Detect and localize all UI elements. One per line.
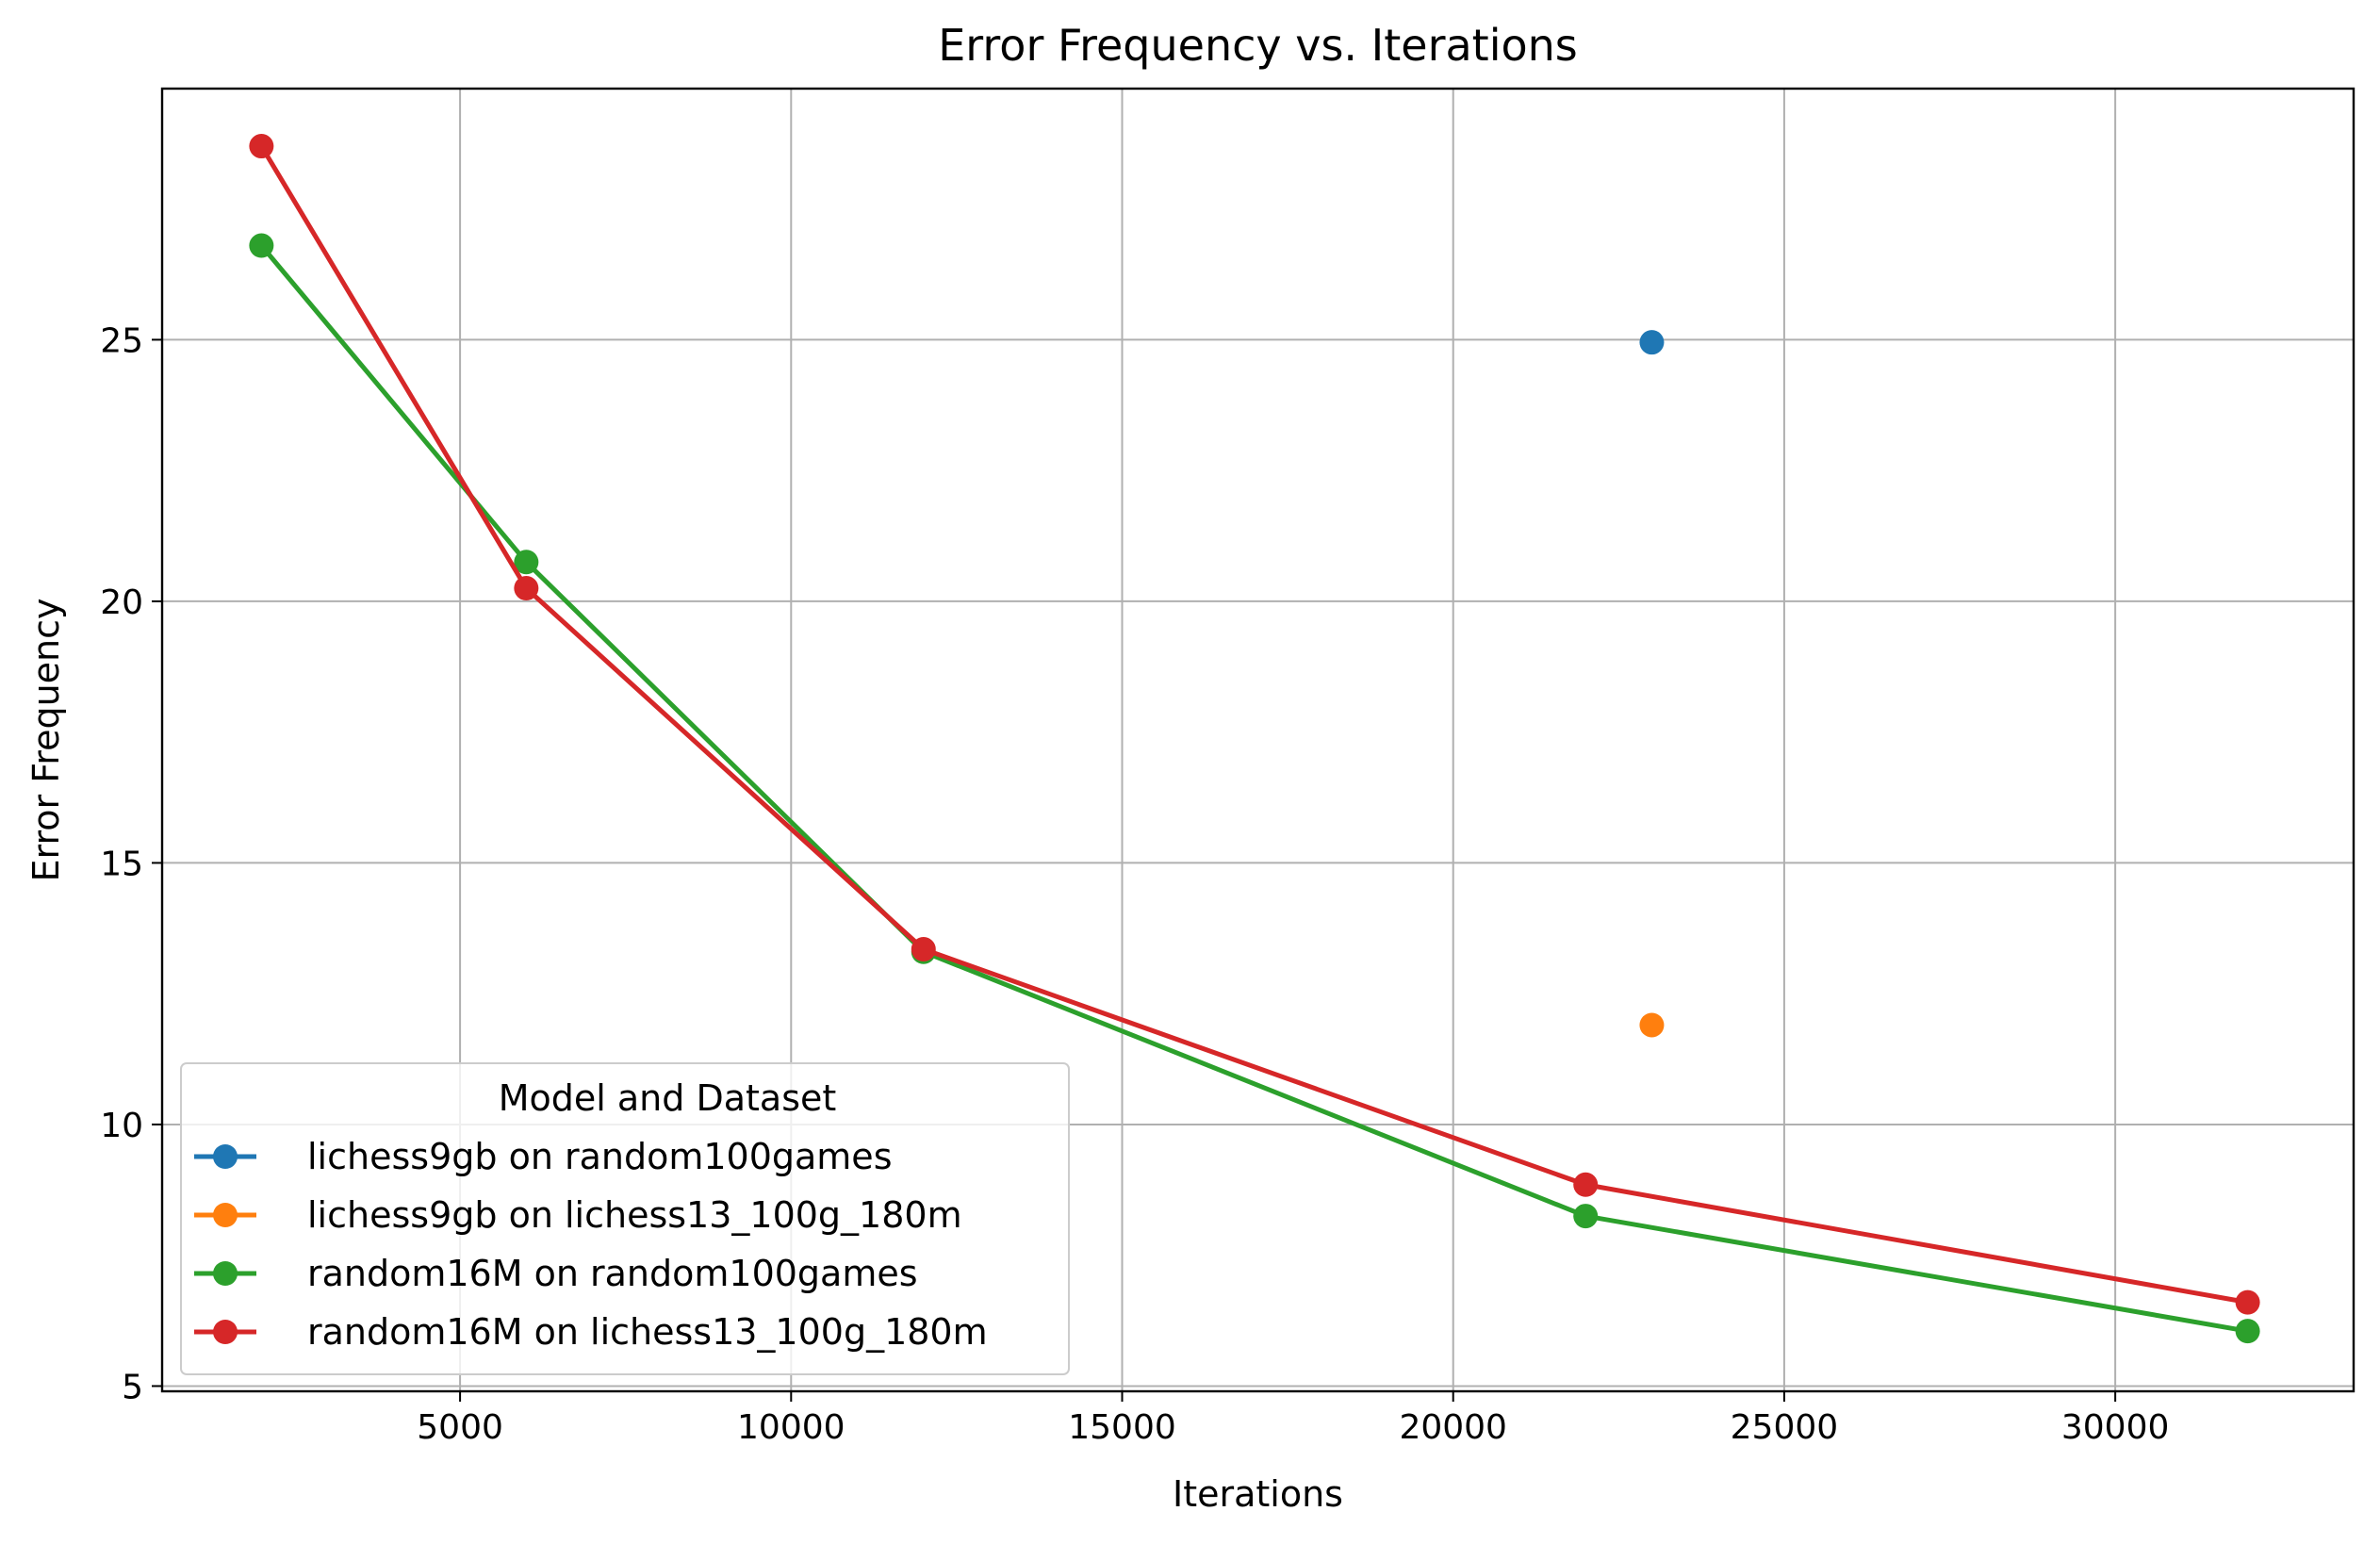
x-axis-label: Iterations <box>1173 1473 1343 1515</box>
legend-entries: lichess9gb on random100games lichess9gb o… <box>194 1136 988 1353</box>
data-point <box>2235 1289 2260 1315</box>
plot-series <box>249 134 2260 1344</box>
x-tick-label: 10000 <box>737 1408 845 1447</box>
series-4 <box>249 134 2260 1315</box>
series-1 <box>1639 330 1665 355</box>
series-2 <box>1639 1012 1665 1038</box>
y-tick-label: 5 <box>122 1368 143 1406</box>
y-axis-label: Error Frequency <box>25 598 67 881</box>
legend-marker <box>213 1320 238 1344</box>
y-tick-label: 15 <box>100 845 143 883</box>
x-tick-label: 25000 <box>1731 1408 1839 1447</box>
legend-entry: lichess9gb on lichess13_100g_180m <box>194 1194 962 1236</box>
legend-entry: random16M on lichess13_100g_180m <box>194 1311 988 1353</box>
y-tick-label: 25 <box>100 321 143 360</box>
data-point <box>514 550 539 575</box>
data-point <box>2235 1319 2260 1344</box>
legend-entry: random16M on random100games <box>194 1253 918 1294</box>
data-point <box>1639 1012 1665 1038</box>
data-point <box>514 576 539 601</box>
data-point <box>249 233 274 258</box>
legend-label: random16M on lichess13_100g_180m <box>307 1311 988 1353</box>
x-tick-label: 5000 <box>417 1408 503 1447</box>
axis-ticks: 5000 10000 15000 20000 25000 30000 5 10 15 20 25 <box>100 321 2169 1447</box>
legend-marker <box>213 1203 238 1227</box>
data-point <box>1639 330 1665 355</box>
legend-box <box>180 1062 1070 1375</box>
data-point <box>249 134 274 159</box>
legend-label: lichess9gb on lichess13_100g_180m <box>307 1194 962 1236</box>
legend-label: lichess9gb on random100games <box>307 1136 893 1177</box>
legend-marker <box>213 1144 238 1169</box>
legend-label: random16M on random100games <box>307 1253 918 1294</box>
legend: Model and Dataset lichess9gb on random10… <box>180 1062 1070 1375</box>
legend-entry: lichess9gb on random100games <box>194 1136 893 1177</box>
x-tick-label: 15000 <box>1068 1408 1176 1447</box>
x-tick-label: 20000 <box>1399 1408 1507 1447</box>
x-tick-label: 30000 <box>2061 1408 2170 1447</box>
y-tick-label: 10 <box>100 1107 143 1145</box>
data-point <box>1573 1204 1599 1229</box>
data-point <box>1573 1172 1599 1197</box>
y-tick-label: 20 <box>100 583 143 622</box>
plot-area-frame <box>160 87 2355 1393</box>
legend-title: Model and Dataset <box>499 1077 837 1119</box>
data-point <box>911 937 936 962</box>
chart-title: Error Frequency vs. Iterations <box>938 20 1578 71</box>
legend-marker <box>213 1261 238 1286</box>
